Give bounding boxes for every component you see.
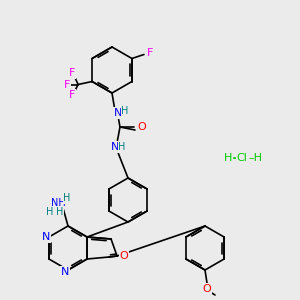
Text: N: N (42, 232, 50, 242)
Text: H: H (46, 207, 54, 217)
Text: H: H (121, 106, 129, 116)
Text: N: N (61, 267, 69, 277)
Text: H: H (56, 207, 64, 217)
Text: H: H (118, 142, 126, 152)
Text: –H: –H (248, 153, 262, 163)
Text: O: O (120, 251, 128, 261)
Text: N: N (111, 142, 119, 152)
Text: F: F (64, 80, 70, 89)
Text: NH: NH (51, 198, 65, 208)
Text: F: F (147, 49, 153, 58)
Text: H: H (224, 153, 232, 163)
Text: F: F (69, 68, 75, 79)
Text: H: H (63, 193, 71, 203)
Text: F: F (69, 89, 75, 100)
Text: O: O (138, 122, 146, 132)
Text: N: N (114, 108, 122, 118)
Text: Cl: Cl (237, 153, 248, 163)
Text: O: O (202, 284, 211, 294)
